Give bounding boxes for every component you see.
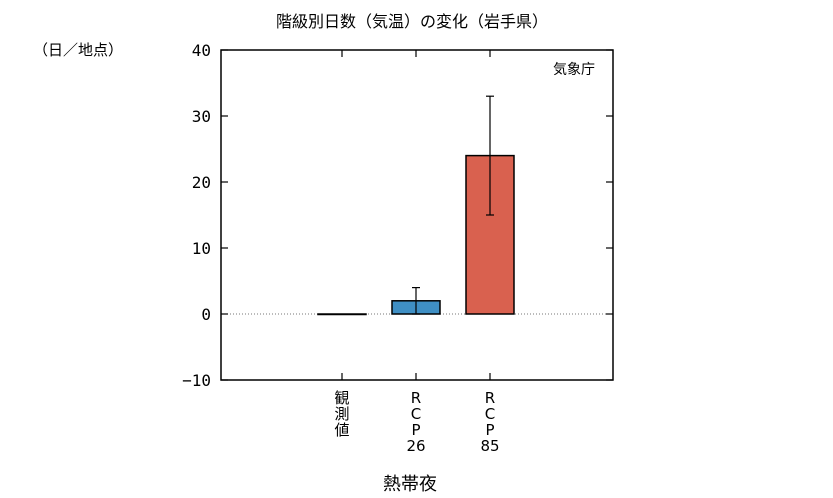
x-category-label: R	[485, 389, 495, 407]
x-category-label: 26	[406, 437, 425, 455]
y-tick-label: 40	[192, 41, 211, 60]
y-tick-label: 0	[201, 305, 211, 324]
x-category-label: C	[411, 405, 421, 423]
x-category-label: 測	[334, 405, 349, 423]
y-tick-label: −10	[182, 371, 211, 390]
y-axis-unit: （日／地点）	[33, 41, 123, 59]
x-category-label: P	[411, 421, 420, 439]
y-axis: −10 0 10 20 30 40	[182, 41, 613, 390]
x-category-label: 観	[334, 389, 349, 407]
bar	[317, 313, 367, 316]
x-category-label: 85	[480, 437, 499, 455]
x-category-label: C	[485, 405, 495, 423]
x-axis-label: 熱帯夜	[383, 474, 437, 495]
chart-title: 階級別日数（気温）の変化（岩手県）	[276, 12, 548, 31]
y-tick-label: 10	[192, 239, 211, 258]
x-category-label: R	[411, 389, 421, 407]
bars	[317, 95, 515, 316]
credit-label: 気象庁	[553, 62, 595, 78]
x-category-label: 値	[334, 421, 349, 439]
x-category-label: P	[485, 421, 494, 439]
plot-frame	[220, 49, 614, 381]
y-tick-label: 20	[192, 173, 211, 192]
y-tick-label: 30	[192, 107, 211, 126]
